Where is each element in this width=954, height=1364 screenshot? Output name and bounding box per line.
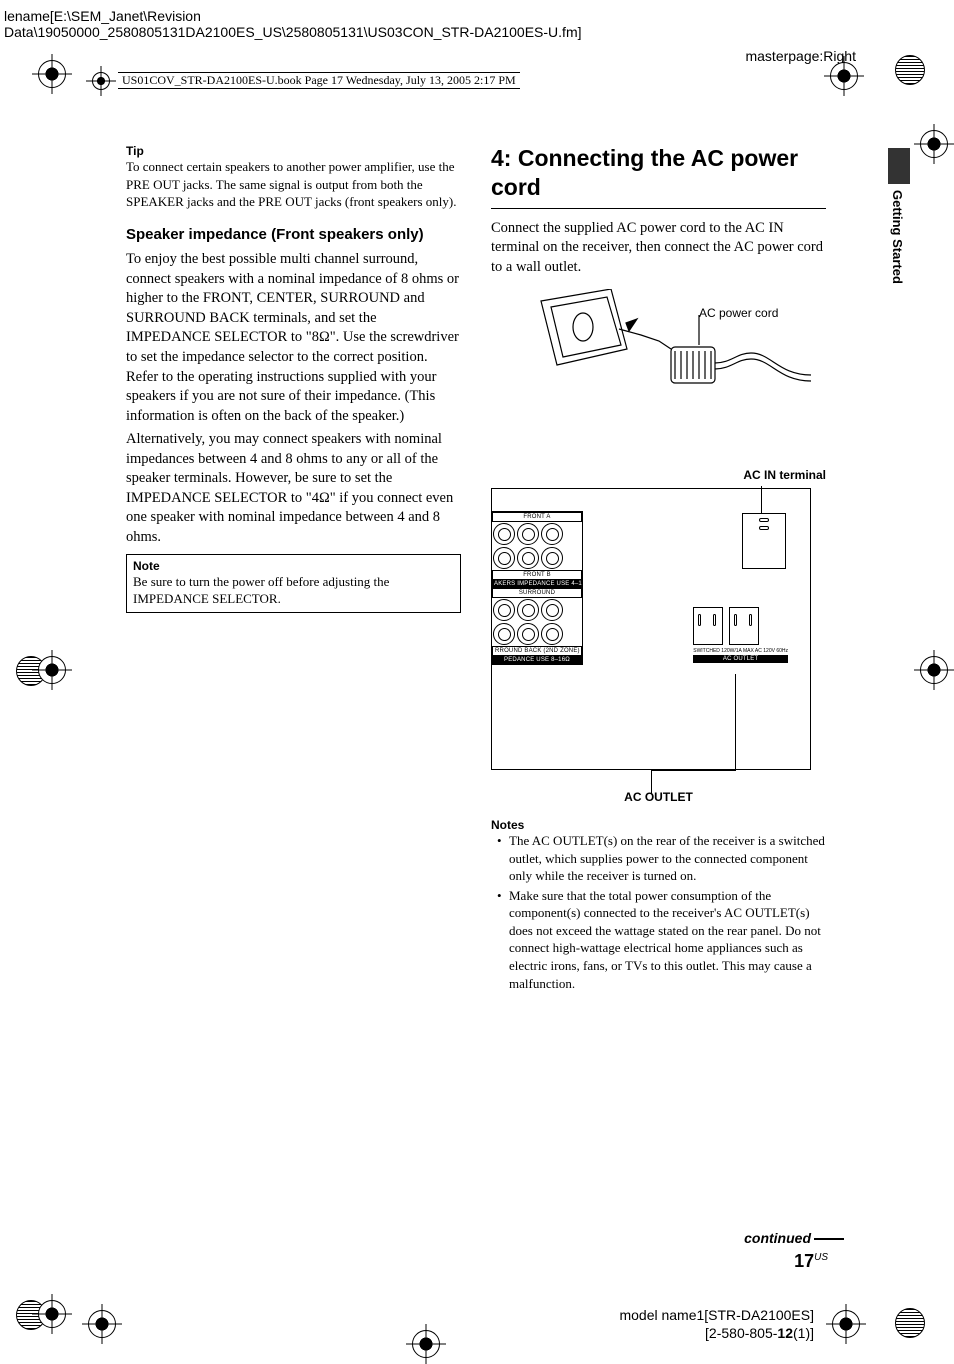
side-tab-text: Getting Started bbox=[890, 190, 905, 284]
registration-mark bbox=[832, 1310, 860, 1338]
note-box: Note Be sure to turn the power off befor… bbox=[126, 554, 461, 613]
registration-mark bbox=[88, 1310, 116, 1338]
notes-section: Notes The AC OUTLET(s) on the rear of th… bbox=[491, 818, 826, 992]
impedance-p2: Alternatively, you may connect speakers … bbox=[126, 430, 461, 547]
intro-p: Connect the supplied AC power cord to th… bbox=[491, 219, 826, 278]
pointer-ac-outlet bbox=[651, 770, 652, 794]
continued-label: continued bbox=[744, 1230, 844, 1246]
page-number: 17US bbox=[794, 1251, 828, 1272]
surround-back-label: RROUND BACK (2ND ZONE) bbox=[492, 646, 582, 656]
registration-mark bbox=[92, 72, 110, 90]
pointer-ac-outlet-v bbox=[735, 674, 736, 771]
switched-label: SWITCHED 120W/1A MAX AC 120V 60Hz bbox=[693, 649, 788, 654]
side-tab-block bbox=[888, 148, 910, 184]
registration-mark bbox=[830, 62, 858, 90]
path-line2: Data\19050000_2580805131DA2100ES_US\2580… bbox=[4, 24, 582, 40]
surround-label: SURROUND bbox=[492, 588, 582, 598]
tip-body: To connect certain speakers to another p… bbox=[126, 158, 461, 211]
notes-list: The AC OUTLET(s) on the rear of the rece… bbox=[491, 832, 826, 992]
registration-mark bbox=[38, 60, 66, 88]
registration-mark bbox=[895, 1308, 925, 1338]
tip-label: Tip bbox=[126, 144, 461, 158]
note-item-1: The AC OUTLET(s) on the rear of the rece… bbox=[501, 832, 826, 885]
footer-code: [2-580-805-12(1)] bbox=[619, 1324, 814, 1342]
page-content: Tip To connect certain speakers to anoth… bbox=[126, 144, 826, 994]
ac-in-socket bbox=[742, 513, 786, 569]
file-path-header: lename[E:\SEM_Janet\Revision Data\190500… bbox=[4, 8, 582, 40]
registration-mark bbox=[920, 656, 948, 684]
pedance-label: PEDANCE USE 8–16Ω bbox=[492, 656, 582, 664]
left-column: Tip To connect certain speakers to anoth… bbox=[126, 144, 461, 994]
notes-label: Notes bbox=[491, 818, 826, 832]
registration-mark bbox=[38, 1300, 66, 1328]
pointer-ac-outlet-h bbox=[651, 770, 735, 771]
side-tab: Getting Started bbox=[888, 148, 912, 298]
rear-panel-diagram: FRONT A FRONT B AKERS IMPEDANCE USE 4–16… bbox=[491, 488, 811, 770]
section-title: 4: Connecting the AC power cord bbox=[491, 144, 826, 209]
front-a-label: FRONT A bbox=[492, 512, 582, 522]
ac-outlet-label: AC OUTLET bbox=[491, 790, 826, 804]
right-column: 4: Connecting the AC power cord Connect … bbox=[491, 144, 826, 994]
ac-cord-label: AC power cord bbox=[699, 306, 809, 320]
footer-model-name: model name1[STR-DA2100ES] bbox=[619, 1306, 814, 1324]
note-body: Be sure to turn the power off before adj… bbox=[133, 573, 454, 608]
note-label: Note bbox=[133, 559, 454, 573]
book-info: US01COV_STR-DA2100ES-U.book Page 17 Wedn… bbox=[118, 72, 520, 89]
front-b-label: FRONT B bbox=[492, 570, 582, 580]
ac-outlet-tiny: AC OUTLET bbox=[693, 655, 788, 663]
ac-cord-diagram: AC power cord bbox=[521, 289, 826, 438]
registration-mark bbox=[895, 55, 925, 85]
registration-mark bbox=[920, 130, 948, 158]
page-region: US bbox=[814, 1252, 828, 1263]
impedance-p1: To enjoy the best possible multi channel… bbox=[126, 250, 461, 426]
akers-label: AKERS IMPEDANCE USE 4–16Ω bbox=[492, 580, 582, 588]
page-num-value: 17 bbox=[794, 1251, 814, 1271]
impedance-heading: Speaker impedance (Front speakers only) bbox=[126, 225, 461, 245]
footer-model: model name1[STR-DA2100ES] [2-580-805-12(… bbox=[619, 1306, 814, 1342]
path-line1: lename[E:\SEM_Janet\Revision bbox=[4, 8, 582, 24]
ac-in-label: AC IN terminal bbox=[491, 468, 826, 482]
note-item-2: Make sure that the total power consumpti… bbox=[501, 887, 826, 992]
registration-mark bbox=[38, 656, 66, 684]
registration-mark bbox=[412, 1330, 440, 1358]
